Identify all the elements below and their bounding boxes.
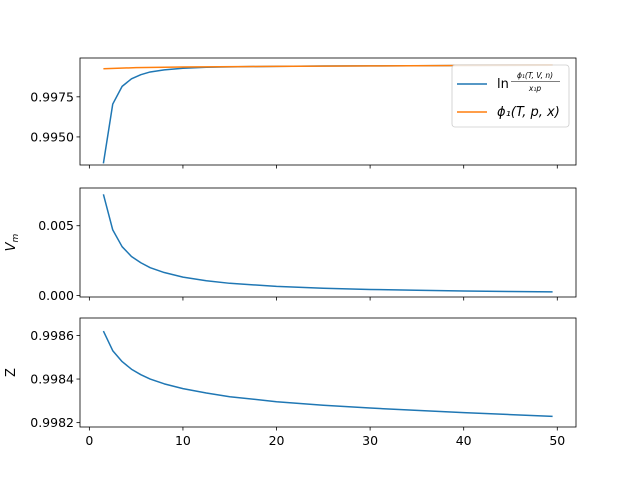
y-tick-label: 0.9950 bbox=[30, 129, 74, 144]
x-tick-label: 0 bbox=[85, 433, 93, 448]
panel-3: 0.9982 0.9984 0.9986 0 10 20 30 40 50 Z bbox=[4, 317, 577, 448]
series-line-1 bbox=[102, 194, 553, 293]
y-tick-label: 0.9982 bbox=[30, 415, 74, 430]
legend-fraction-denominator: x₁p bbox=[528, 84, 541, 93]
panel-2: 0.000 0.005 Vm bbox=[4, 187, 577, 303]
legend-label: ln bbox=[497, 77, 509, 92]
x-tick-label: 50 bbox=[549, 433, 565, 448]
y-tick-label: 0.000 bbox=[38, 288, 74, 303]
axes-frame bbox=[79, 317, 577, 428]
y-tick-label: 0.9984 bbox=[30, 372, 74, 387]
axes-frame bbox=[79, 187, 577, 298]
y-tick-label: 0.9975 bbox=[30, 89, 74, 104]
x-tick-label: 10 bbox=[175, 433, 191, 448]
legend-fraction-numerator: ϕ₁(T, V, n) bbox=[517, 71, 553, 80]
panel-1: 0.9950 0.9975 ln ϕ₁(T, V, n) x₁p ϕ₁(T, p, x) bbox=[30, 57, 577, 169]
x-tick-label: 30 bbox=[362, 433, 378, 448]
legend-label: ϕ₁(T, p, x) bbox=[497, 105, 560, 120]
y-tick-label: 0.9986 bbox=[30, 328, 74, 343]
x-tick-label: 40 bbox=[456, 433, 472, 448]
y-axis-label: Vm bbox=[4, 233, 21, 251]
axes-frame bbox=[79, 57, 577, 166]
y-axis-label: Z bbox=[4, 368, 19, 377]
x-tick-label: 20 bbox=[269, 433, 285, 448]
y-tick-label: 0.005 bbox=[38, 218, 74, 233]
legend: ln ϕ₁(T, V, n) x₁p ϕ₁(T, p, x) bbox=[451, 64, 570, 128]
series-line-1 bbox=[102, 330, 553, 418]
